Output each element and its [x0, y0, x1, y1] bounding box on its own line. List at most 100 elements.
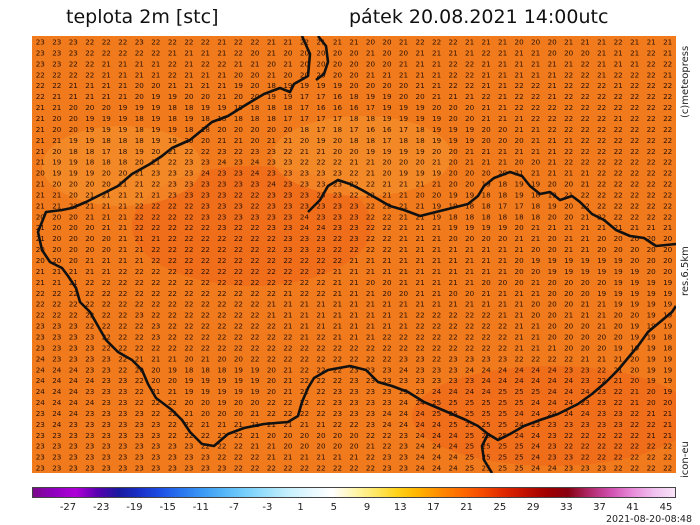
grid-value: 21 [482, 114, 491, 123]
grid-value: 24 [449, 464, 459, 473]
grid-value: 23 [201, 180, 210, 189]
border-southeast [480, 433, 494, 473]
grid-value: 23 [217, 169, 226, 178]
grid-value: 22 [366, 464, 375, 473]
grid-value: 22 [316, 333, 325, 342]
grid-value: 23 [597, 420, 606, 429]
grid-value: 22 [597, 147, 606, 156]
grid-value: 22 [184, 212, 193, 221]
grid-value: 21 [135, 180, 144, 189]
grid-value: 21 [201, 70, 210, 79]
generated-timestamp: 2021-08-20-08:48 [605, 514, 692, 525]
grid-value: 22 [333, 365, 342, 374]
grid-value: 23 [118, 431, 127, 440]
grid-value: 20 [52, 125, 62, 134]
grid-value: 22 [201, 245, 210, 254]
grid-value: 20 [498, 136, 508, 145]
grid-value: 19 [630, 300, 640, 309]
grid-value: 22 [135, 398, 144, 407]
grid-value: 21 [349, 289, 358, 298]
grid-value: 23 [283, 180, 292, 189]
map-title: teplota 2m [stc] [66, 6, 219, 28]
grid-value: 20 [432, 103, 442, 112]
grid-value: 21 [300, 311, 309, 320]
grid-value: 21 [647, 409, 656, 418]
grid-value: 22 [250, 278, 259, 287]
grid-value: 21 [531, 59, 540, 68]
grid-value: 21 [151, 234, 160, 243]
grid-value: 23 [217, 180, 226, 189]
grid-value: 23 [449, 365, 458, 374]
grid-value: 22 [366, 431, 375, 440]
grid-value: 21 [465, 267, 474, 276]
grid-value: 23 [85, 333, 94, 342]
grid-value: 23 [250, 147, 259, 156]
grid-value: 22 [201, 256, 210, 265]
grid-value: 21 [498, 300, 507, 309]
grid-value: 21 [581, 180, 590, 189]
grid-value: 22 [333, 420, 342, 429]
grid-value: 21 [267, 38, 276, 47]
grid-value: 20 [548, 234, 558, 243]
grid-value: 21 [432, 256, 441, 265]
grid-value: 21 [399, 201, 408, 210]
grid-value: 20 [234, 70, 244, 79]
grid-value: 22 [630, 212, 639, 221]
grid-value: 19 [416, 147, 426, 156]
grid-value: 20 [366, 278, 376, 287]
grid-value: 22 [234, 442, 243, 451]
grid-value: 22 [234, 322, 243, 331]
grid-value: 21 [36, 114, 45, 123]
grid-value: 21 [399, 180, 408, 189]
grid-value: 19 [382, 92, 392, 101]
grid-value: 19 [151, 125, 161, 134]
grid-value: 21 [416, 234, 425, 243]
grid-value: 22 [316, 158, 325, 167]
grid-value: 22 [465, 333, 474, 342]
grid-value: 23 [333, 387, 342, 396]
grid-value: 22 [316, 256, 325, 265]
grid-value: 20 [151, 147, 161, 156]
grid-value: 21 [151, 387, 160, 396]
grid-value: 20 [564, 212, 574, 221]
grid-value: 22 [465, 81, 474, 90]
grid-value: 23 [217, 201, 226, 210]
grid-value: 22 [118, 289, 127, 298]
grid-value: 20 [333, 48, 343, 57]
grid-value: 21 [399, 70, 408, 79]
grid-value: 20 [498, 234, 508, 243]
grid-value: 23 [333, 398, 342, 407]
grid-value: 18 [168, 114, 178, 123]
grid-value: 20 [597, 278, 607, 287]
grid-value: 24 [52, 398, 62, 407]
grid-value: 20 [283, 48, 293, 57]
color-scale-tick: 21 [460, 502, 474, 513]
grid-value: 21 [432, 278, 441, 287]
grid-value: 19 [316, 136, 326, 145]
grid-value: 19 [647, 376, 657, 385]
grid-value: 22 [564, 125, 573, 134]
grid-value: 24 [69, 409, 79, 418]
grid-value: 20 [168, 376, 178, 385]
grid-value: 22 [168, 212, 177, 221]
grid-value: 24 [548, 376, 558, 385]
grid-value: 23 [52, 48, 61, 57]
temperature-map-svg: 23 23 23 22 22 22 23 22 22 22 22 21 22 22 21 21 22 21 21 21… [32, 36, 676, 473]
grid-value: 22 [201, 59, 210, 68]
grid-value: 22 [316, 365, 325, 374]
grid-value: 17 [102, 147, 111, 156]
grid-value: 22 [283, 256, 292, 265]
grid-value: 18 [482, 191, 492, 200]
grid-value: 22 [432, 343, 441, 352]
grid-value: 21 [118, 70, 127, 79]
grid-value: 19 [597, 289, 607, 298]
grid-value: 21 [349, 300, 358, 309]
grid-value: 22 [36, 311, 45, 320]
grid-value: 22 [630, 180, 639, 189]
grid-value: 24 [52, 387, 62, 396]
grid-value: 20 [531, 311, 541, 320]
grid-value: 23 [267, 212, 276, 221]
grid-value: 23 [69, 343, 78, 352]
grid-value: 22 [581, 103, 590, 112]
grid-value: 20 [316, 431, 326, 440]
